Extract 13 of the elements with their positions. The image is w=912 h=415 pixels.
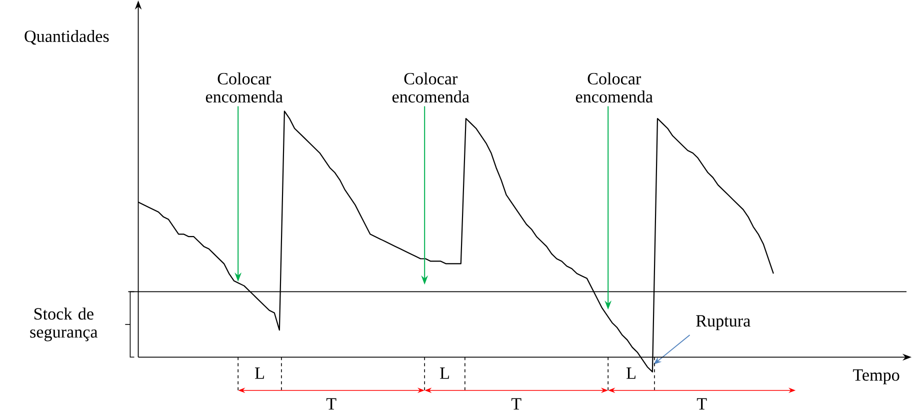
text: T — [326, 398, 336, 410]
annotation: L — [626, 367, 636, 379]
text: Colocar encomenda — [392, 72, 470, 102]
text: Colocar encomenda — [206, 72, 283, 102]
y-axis-title: Quantidades — [24, 30, 109, 45]
x-axis-title: Tempo — [852, 369, 900, 384]
legend-label: Stock de segurança — [30, 308, 98, 342]
annotation: L — [255, 367, 264, 379]
text: Colocar encomenda — [576, 72, 653, 102]
annotation: L — [440, 367, 449, 379]
text: T — [511, 398, 522, 410]
annotation: Ruptura — [696, 315, 750, 330]
text: T — [696, 398, 707, 410]
